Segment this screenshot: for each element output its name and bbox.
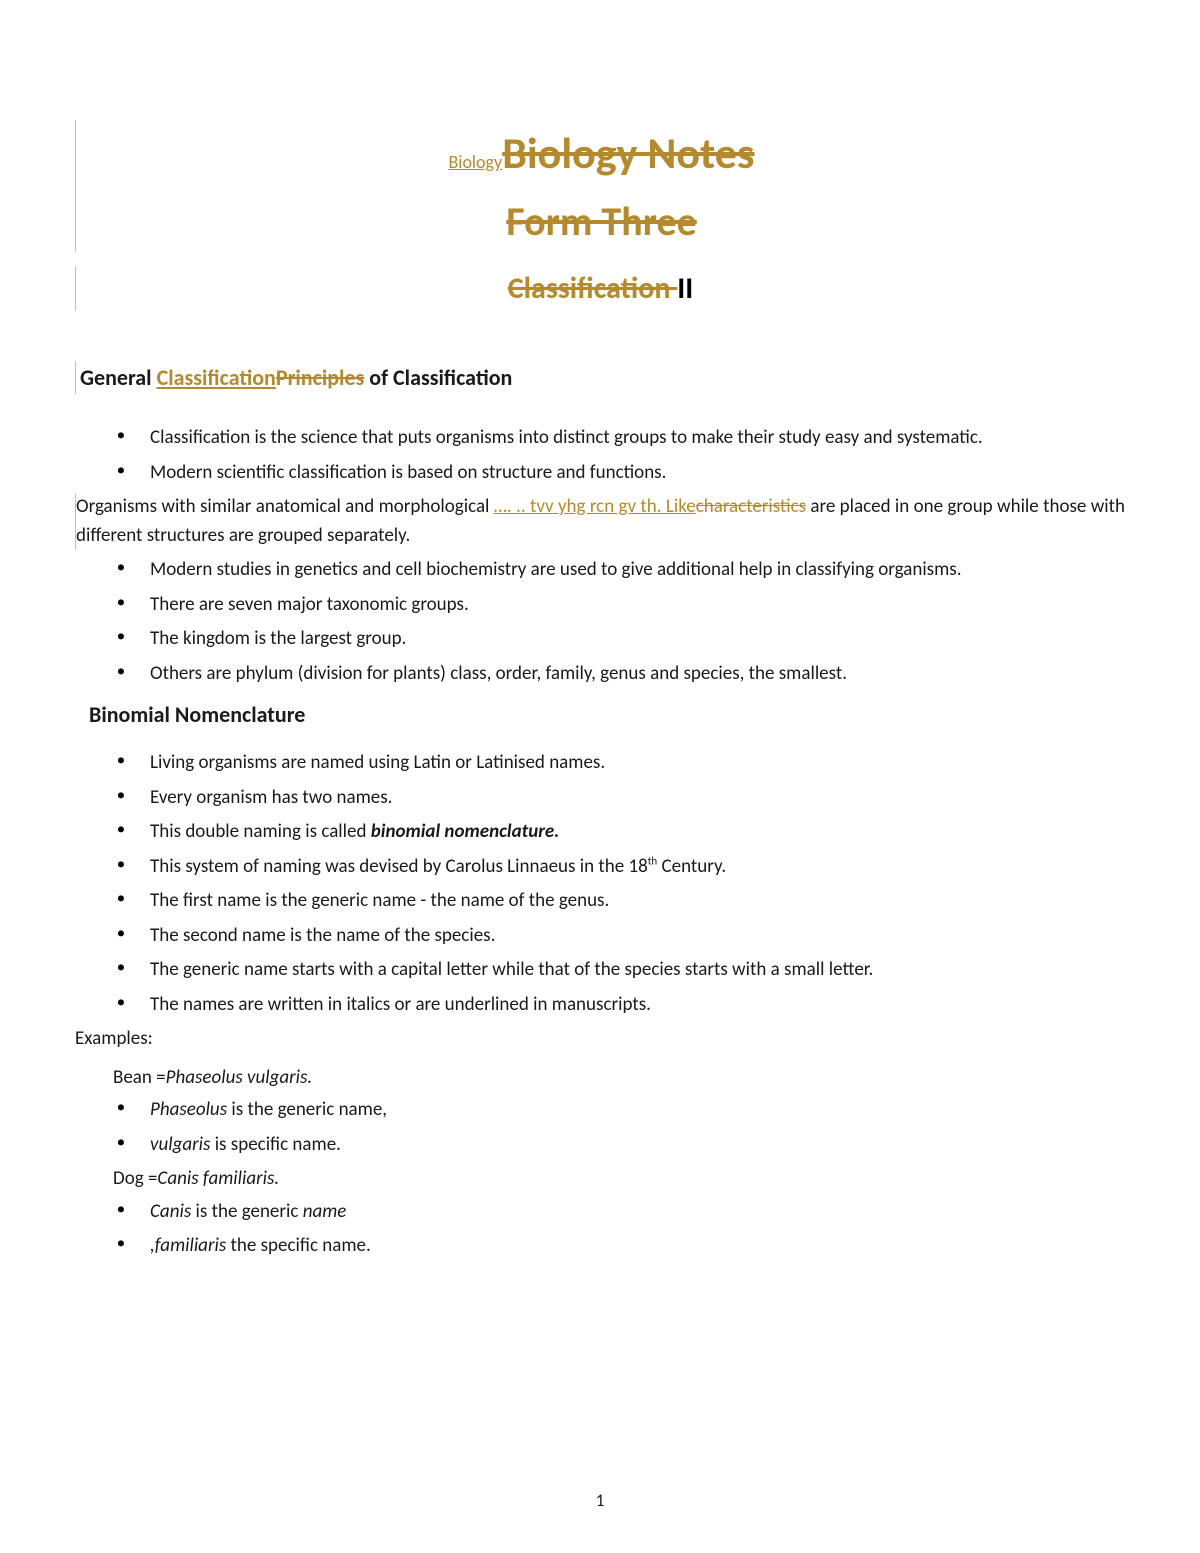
- para-pre: Organisms with similar anatomical and mo…: [76, 495, 494, 518]
- bullets-group-3: Living organisms are named using Latin o…: [75, 749, 1125, 1019]
- bean-b1-rest: is specific name.: [210, 1133, 341, 1156]
- list-item: This double naming is called binomial no…: [135, 818, 1125, 847]
- list-item: Modern scientific classification is base…: [135, 459, 1125, 488]
- heading1-delete: Principles: [276, 364, 364, 391]
- dog-label: Dog =: [113, 1167, 157, 1190]
- dog-b0-it: Canis: [150, 1200, 191, 1223]
- page-number: 1: [0, 1488, 1200, 1514]
- section-heading-general: General ClassificationPrinciples of Clas…: [80, 361, 1125, 394]
- para-delete: characteristics: [696, 495, 806, 518]
- examples-label: Examples:: [75, 1025, 1125, 1054]
- list-item: ,familiaris the specific name.: [135, 1232, 1125, 1261]
- bean-line: Bean =Phaseolus vulgaris.: [113, 1064, 1125, 1093]
- bean-b0-rest: is the generic name,: [227, 1098, 387, 1121]
- list-item: Living organisms are named using Latin o…: [135, 749, 1125, 778]
- list-item: Classification is the science that puts …: [135, 424, 1125, 453]
- b3-sup: th: [648, 854, 657, 867]
- list-item: This system of naming was devised by Car…: [135, 853, 1125, 882]
- dog-b1-rest: the specific name.: [226, 1234, 371, 1257]
- list-item: vulgaris is specific name.: [135, 1131, 1125, 1160]
- b3-century-pre: This system of naming was devised by Car…: [150, 855, 648, 878]
- bullets-group-2: Modern studies in genetics and cell bioc…: [75, 556, 1125, 688]
- title-line3-strike: Classification: [508, 270, 677, 307]
- dog-line: Dog =Canis familiaris.: [113, 1165, 1125, 1194]
- list-item: There are seven major taxonomic groups.: [135, 591, 1125, 620]
- bean-label: Bean =: [113, 1066, 166, 1089]
- list-item: The kingdom is the largest group.: [135, 625, 1125, 654]
- bean-name: Phaseolus vulgaris.: [166, 1066, 313, 1089]
- dog-b0-it2: name: [303, 1200, 347, 1223]
- title-line3-keep: II: [677, 270, 693, 307]
- paragraph-tracked: Organisms with similar anatomical and mo…: [76, 493, 1125, 550]
- title-line2-strike: Form Three: [78, 192, 1125, 252]
- dog-b1-it: ,familiaris: [150, 1234, 226, 1257]
- dog-b0-rest: is the generic: [191, 1200, 302, 1223]
- list-item: Canis is the generic name: [135, 1198, 1125, 1227]
- dog-name: Canis familiaris.: [157, 1167, 279, 1190]
- b3-term: binomial nomenclature.: [371, 820, 560, 843]
- list-item: Phaseolus is the generic name,: [135, 1096, 1125, 1125]
- document-title-block: BiologyBiology Notes Form Three Classifi…: [75, 120, 1125, 311]
- b3-pre: This double naming is called: [150, 820, 371, 843]
- bean-b0-it: Phaseolus: [150, 1098, 227, 1121]
- list-item: Every organism has two names.: [135, 784, 1125, 813]
- title-insert-prefix: Biology: [449, 151, 503, 173]
- heading1-suffix: of Classification: [364, 364, 512, 391]
- list-item: Others are phylum (division for plants) …: [135, 660, 1125, 689]
- bullets-group-1: Classification is the science that puts …: [75, 424, 1125, 487]
- b3-century-post: Century.: [657, 855, 726, 878]
- dog-bullets: Canis is the generic name ,familiaris th…: [75, 1198, 1125, 1261]
- para-insert: …. .. tvv yhg rcn gv th. Like: [494, 495, 696, 518]
- list-item: The generic name starts with a capital l…: [135, 956, 1125, 985]
- bean-b1-it: vulgaris: [150, 1133, 210, 1156]
- heading1-prefix: General: [80, 364, 157, 391]
- list-item: The first name is the generic name - the…: [135, 887, 1125, 916]
- bean-bullets: Phaseolus is the generic name, vulgaris …: [75, 1096, 1125, 1159]
- heading1-insert: Classification: [157, 364, 276, 391]
- list-item: Modern studies in genetics and cell bioc…: [135, 556, 1125, 585]
- list-item: The second name is the name of the speci…: [135, 922, 1125, 951]
- title-main-strike: Biology Notes: [502, 126, 754, 180]
- list-item: The names are written in italics or are …: [135, 991, 1125, 1020]
- subheading-binomial: Binomial Nomenclature: [89, 698, 1125, 731]
